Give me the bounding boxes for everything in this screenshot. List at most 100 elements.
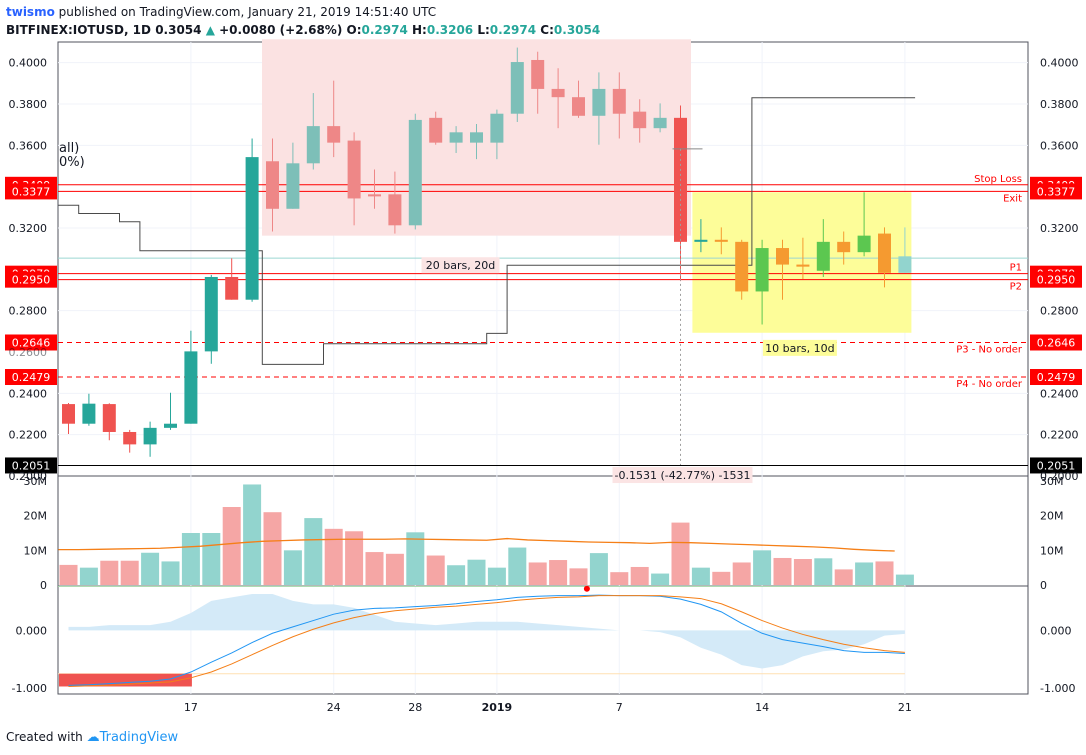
left-axis-tick: 0.2800 [9, 305, 48, 318]
volume-bar [243, 484, 262, 585]
range-yellow-label: 10 bars, 10d [765, 342, 834, 355]
right-axis-bottom-tick: 0.2000 [1040, 470, 1079, 483]
tradingview-logo-icon[interactable]: ☁ [86, 730, 100, 745]
volume-left-tick: 0 [40, 579, 47, 592]
candle-body [531, 59, 545, 89]
candle-body [408, 119, 422, 226]
close-label: C: [540, 23, 554, 37]
candle-body [694, 239, 708, 242]
level-badge-3 [5, 271, 57, 288]
volume-bar [426, 555, 445, 585]
volume-bar [100, 560, 119, 585]
volume-bar [141, 552, 160, 585]
macd-left-tick: 0.000 [16, 624, 48, 637]
publish-line: twismo published on TradingView.com, Jan… [6, 5, 436, 19]
level-badge-text-3: 0.2950 [12, 274, 51, 287]
candle-body [837, 241, 851, 253]
range-red-label-box [421, 257, 500, 274]
volume-bar [651, 573, 670, 585]
candle-body [551, 88, 565, 98]
candle-body [286, 163, 300, 209]
candle-body [633, 111, 647, 129]
level-name-1: Exit [1003, 193, 1022, 204]
volume-right-tick: 0 [1040, 579, 1047, 592]
level-name-2: P1 [1010, 263, 1022, 274]
candle-body [816, 241, 830, 271]
volume-bar [202, 533, 221, 585]
left-axis-tick: 0.2200 [9, 429, 48, 442]
volume-bar [365, 552, 384, 585]
candle-body [857, 235, 871, 253]
footer-created: Created with [6, 730, 83, 744]
close-value: 0.3054 [553, 23, 601, 37]
last-price: 0.3054 [155, 23, 202, 37]
symbol-legend: BITFINEX:IOTUSD, 1D 0.3054 ▲ +0.0080 (+2… [6, 23, 600, 37]
volume-bar [712, 571, 731, 585]
volume-bar [447, 565, 466, 585]
volume-bar [406, 532, 425, 585]
macd-negative-block [59, 673, 192, 687]
cut-off-legend-line1: all) [59, 141, 80, 156]
symbol-name[interactable]: BITFINEX:IOTUSD, 1D [6, 23, 151, 37]
volume-bar [630, 566, 649, 585]
x-axis-label: 2019 [482, 701, 513, 714]
left-axis-tick: 0.3800 [9, 98, 48, 111]
volume-ma-line [58, 537, 895, 552]
volume-bar [834, 569, 853, 585]
candle-body [898, 256, 912, 273]
author-name[interactable]: twismo [6, 5, 55, 19]
volume-bar [895, 574, 914, 585]
volume-bar [549, 560, 568, 585]
volume-left-tick: 10M [24, 544, 48, 557]
level-badge-1 [1030, 183, 1082, 200]
level-badge-5 [5, 369, 57, 386]
candle-body [755, 248, 769, 292]
right-axis-tick: 0.3200 [1040, 222, 1079, 235]
volume-bar [487, 567, 506, 585]
level-badge-text-4: 0.2646 [1037, 336, 1076, 349]
measure-label-box [612, 467, 753, 484]
footer: Created with ☁TradingView [6, 730, 178, 745]
volume-right-tick: 20M [1040, 510, 1064, 523]
open-label: O: [346, 23, 362, 37]
volume-bar [671, 522, 690, 585]
level-badge-4 [1030, 334, 1082, 351]
candle-body [776, 248, 789, 265]
up-arrow-icon: ▲ [205, 23, 215, 37]
x-axis-label: 24 [327, 701, 341, 714]
volume-bar [610, 572, 629, 585]
macd-line [68, 594, 905, 686]
level-name-3: P2 [1010, 282, 1022, 293]
left-axis-bottom-tick: 0.2000 [9, 470, 48, 483]
candle-body [327, 126, 341, 143]
volume-bar [304, 518, 323, 585]
volume-bar [528, 562, 547, 585]
volume-bar [814, 558, 833, 585]
volume-left-tick: 20M [24, 510, 48, 523]
right-axis-tick: 0.3800 [1040, 98, 1079, 111]
right-axis-tick: 0.4000 [1040, 57, 1079, 70]
volume-left-tick: 30M [24, 475, 48, 488]
footer-brand[interactable]: TradingView [99, 730, 179, 745]
level-badge-text-5: 0.2479 [1037, 371, 1076, 384]
volume-bar [875, 561, 894, 585]
cut-off-legend-line2: 0%) [59, 155, 85, 170]
volume-bar [324, 528, 343, 585]
level-name-5: P4 - No order [956, 379, 1023, 390]
macd-left-tick: -1.000 [12, 682, 47, 695]
level-badge-text-3: 0.2950 [1037, 274, 1076, 287]
left-axis-tick: 0.3600 [9, 139, 48, 152]
candle-body [878, 233, 891, 273]
volume-bar [222, 507, 241, 585]
left-axis-hidden-tick: 0.2600 [9, 346, 48, 359]
level-badge-text-4: 0.2646 [12, 336, 51, 349]
candle-body [592, 88, 606, 116]
level-name-0: Stop Loss [974, 174, 1022, 185]
candle-body [490, 113, 504, 143]
high-value: 0.3206 [426, 23, 474, 37]
candle-body [388, 194, 402, 226]
volume-bar [508, 547, 527, 585]
left-axis-tick: 0.3200 [9, 222, 48, 235]
candle-body [123, 431, 137, 445]
